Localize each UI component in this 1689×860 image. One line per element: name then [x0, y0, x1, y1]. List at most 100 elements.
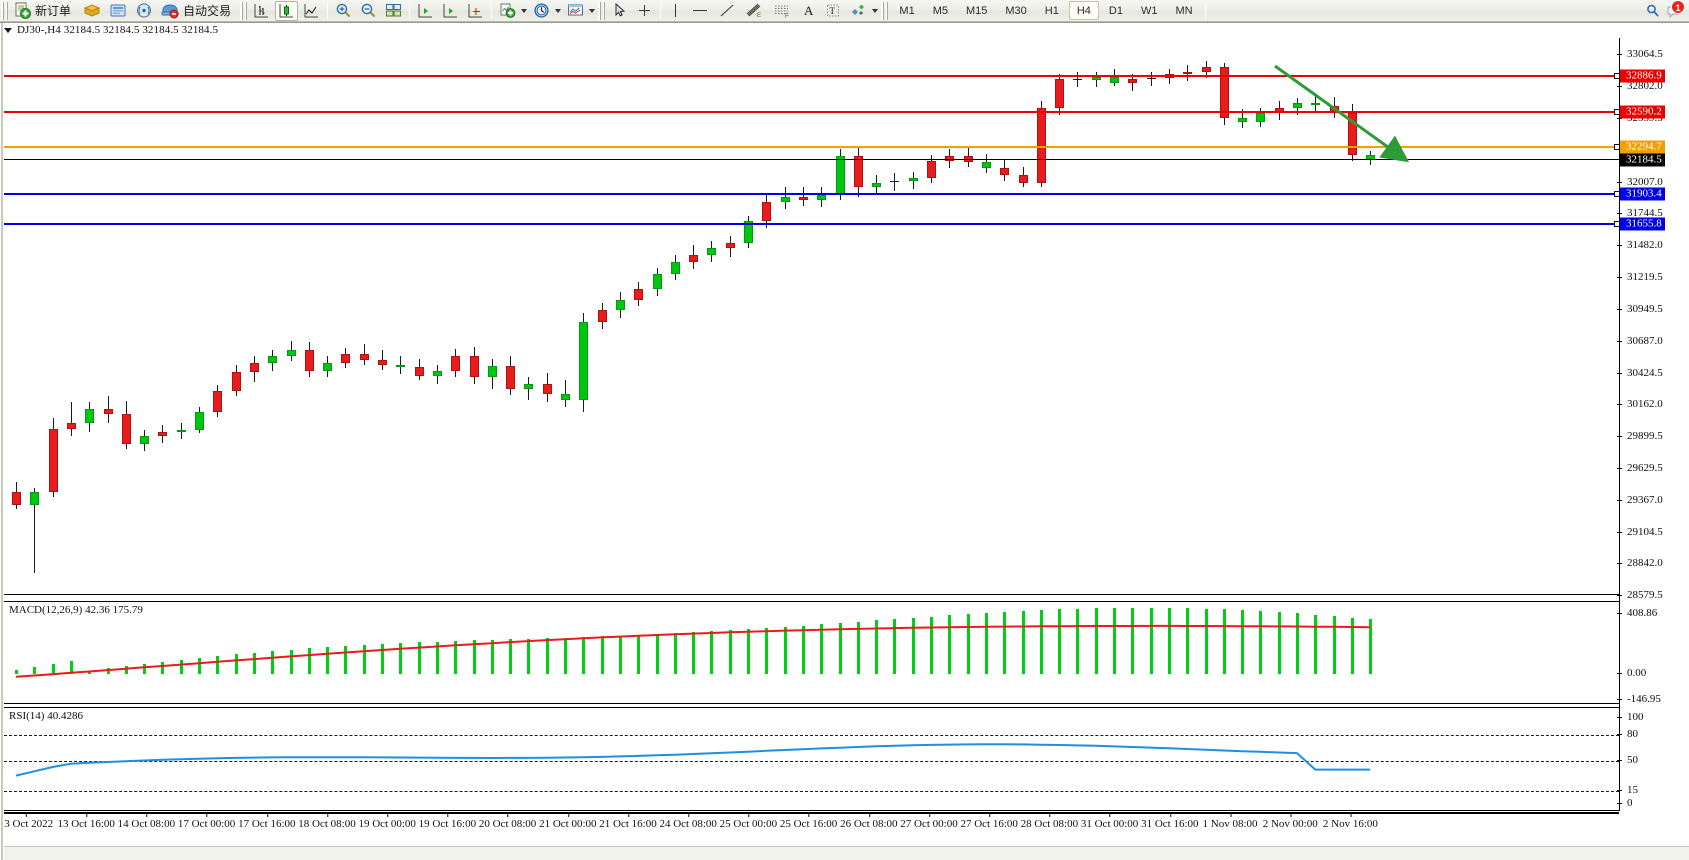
zoom-out-button[interactable]	[357, 1, 380, 21]
timeframe-d1[interactable]: D1	[1108, 4, 1123, 17]
candle-body	[963, 156, 973, 163]
hline-button[interactable]	[687, 1, 713, 21]
label-button[interactable]: T	[822, 1, 844, 21]
candle	[1073, 71, 1083, 88]
trendline-button[interactable]	[715, 1, 739, 21]
candle	[213, 385, 223, 417]
chart-menu-caret-icon[interactable]	[4, 27, 12, 33]
candle-body	[30, 492, 40, 505]
fibonacci-button[interactable]: F	[769, 1, 795, 21]
timeframe-m15[interactable]: M15	[965, 4, 988, 17]
candle-body	[725, 242, 735, 248]
candle-body	[85, 409, 95, 423]
macd-histogram-bar	[289, 649, 293, 674]
price-level-handle[interactable]	[1614, 144, 1619, 151]
candle-body	[1366, 154, 1376, 160]
objects-button[interactable]	[846, 1, 870, 21]
price-level-line-current-price[interactable]	[4, 159, 1619, 161]
bar-chart-button[interactable]	[250, 1, 273, 21]
line-chart-button[interactable]	[300, 1, 323, 21]
indicators-button[interactable]	[496, 1, 519, 21]
candlestick-chart-button[interactable]	[275, 0, 299, 21]
vline-button[interactable]	[665, 1, 685, 21]
price-tick: 29629.5	[1617, 462, 1663, 474]
timeframe-w1[interactable]: W1	[1140, 4, 1158, 17]
notifications-button[interactable]: 1	[1665, 0, 1685, 20]
candle-body	[359, 353, 369, 360]
auto-scroll-button[interactable]	[439, 1, 462, 21]
timeframe-h1[interactable]: H1	[1044, 4, 1059, 17]
candle	[597, 303, 607, 329]
timeframe-h4[interactable]: H4	[1068, 1, 1099, 20]
timeframe-mn[interactable]: MN	[1175, 4, 1193, 17]
templates-button[interactable]	[564, 1, 587, 21]
candle-body	[927, 160, 936, 178]
candle	[323, 356, 333, 377]
timeframe-m5[interactable]: M5	[932, 4, 948, 17]
tile-windows-button[interactable]	[382, 1, 405, 21]
rsi-pane[interactable]: RSI(14) 40.4286	[4, 707, 1619, 811]
time-axis[interactable]: 13 Oct 2022 13 Oct 16:00 14 Oct 08:00 17 Oc…	[0, 812, 1619, 860]
timeframe-m30[interactable]: M30	[1005, 4, 1027, 17]
price-level-line-resistance-1[interactable]	[4, 72, 1619, 79]
crosshair-end-button[interactable]	[464, 1, 487, 21]
wallet-button[interactable]	[80, 1, 104, 21]
candle	[615, 292, 625, 318]
toolbar-grip-4[interactable]	[881, 1, 889, 20]
autotrading-button[interactable]: 自动交易	[158, 1, 238, 21]
candle-body	[542, 383, 552, 394]
candle-body	[670, 262, 680, 275]
candle-body	[524, 383, 534, 389]
candle	[1018, 166, 1028, 188]
period-button[interactable]	[530, 1, 553, 21]
price-level-line-support-1[interactable]	[4, 191, 1619, 198]
toolbar-grip-3[interactable]	[598, 1, 606, 20]
price-level-line-support-2[interactable]	[4, 221, 1619, 228]
candle-body	[414, 367, 424, 376]
price-level-handle[interactable]	[1614, 108, 1619, 115]
search-button[interactable]	[1642, 1, 1664, 21]
price-level-label-resistance-2: 32590.2	[1620, 105, 1665, 118]
macd-pane[interactable]: MACD(12,26,9) 42.36 175.79	[4, 601, 1619, 704]
new-order-button[interactable]: 新订单	[11, 1, 78, 21]
candle	[963, 146, 973, 167]
toolbar-grip-1[interactable]	[1, 1, 8, 20]
zoom-in-button[interactable]	[332, 1, 355, 21]
candle-body	[231, 371, 241, 392]
templates-caret-icon[interactable]	[589, 8, 596, 13]
price-level-label-support-2: 31655.8	[1620, 217, 1665, 231]
price-level-handle[interactable]	[1614, 221, 1619, 228]
indicators-caret-icon[interactable]	[521, 8, 528, 13]
cursor-button[interactable]	[608, 1, 631, 21]
autotrading-label: 自动交易	[183, 4, 232, 18]
price-pane[interactable]	[4, 38, 1619, 595]
chart-shift-button[interactable]	[414, 1, 437, 21]
time-tick: 28 Oct 08:00	[1020, 812, 1079, 830]
candle-body	[872, 182, 882, 188]
candle	[1146, 71, 1156, 87]
timeframe-m1[interactable]: M1	[899, 4, 915, 17]
price-tick: 30162.0	[1617, 398, 1663, 410]
candle-body	[561, 393, 570, 400]
price-level-handle[interactable]	[1614, 72, 1619, 79]
period-caret-icon[interactable]	[555, 8, 562, 13]
toolbar-grip-2[interactable]	[240, 1, 248, 20]
candle-body	[615, 299, 625, 311]
time-tick: 13 Oct 2022	[0, 812, 54, 830]
price-axis[interactable]: 33064.532802.032539.532277.032007.031744…	[1616, 38, 1689, 811]
terminal-button[interactable]	[106, 1, 130, 21]
equidistant-channel-button[interactable]: E	[741, 1, 767, 21]
candle	[762, 194, 772, 229]
macd-histogram-bar	[1277, 612, 1281, 674]
objects-caret-icon[interactable]	[872, 8, 879, 13]
price-level-handle[interactable]	[1614, 191, 1619, 198]
candle-wick	[70, 402, 72, 436]
signals-button[interactable]	[132, 1, 156, 21]
macd-histogram-bar	[875, 620, 879, 674]
candle	[378, 350, 387, 370]
crosshair-button[interactable]	[633, 1, 656, 21]
price-level-line-resistance-2[interactable]	[4, 108, 1619, 115]
candle	[469, 346, 479, 384]
price-level-line-pivot[interactable]	[4, 144, 1619, 151]
text-button[interactable]: A	[797, 1, 820, 21]
